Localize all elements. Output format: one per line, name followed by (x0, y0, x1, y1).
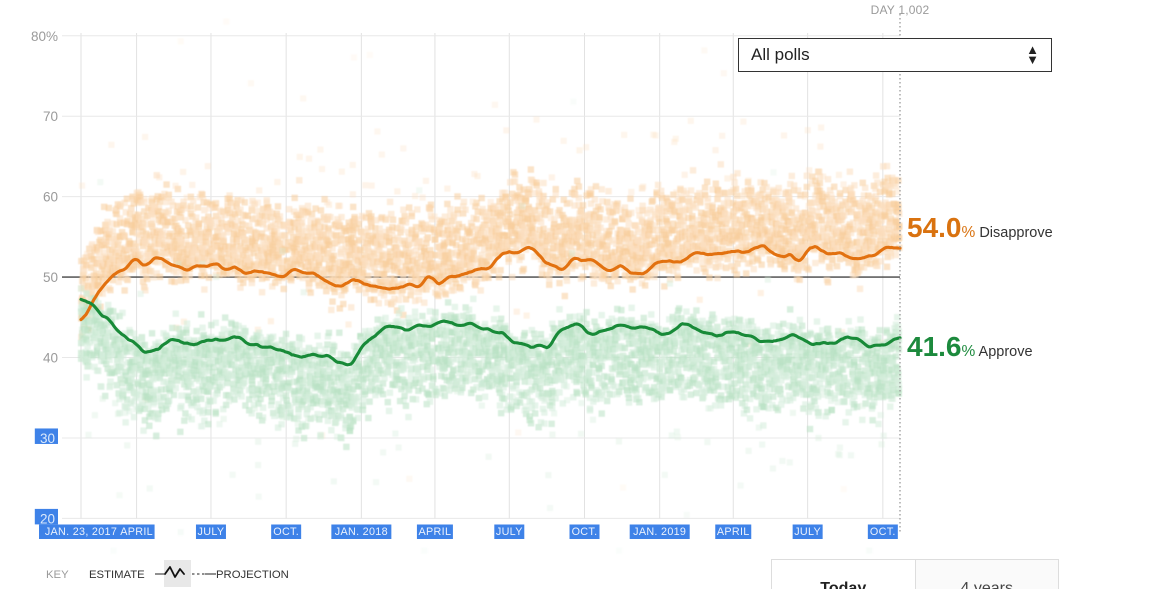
svg-text:40: 40 (43, 351, 58, 366)
svg-text:70: 70 (43, 109, 58, 124)
svg-text:60: 60 (43, 190, 58, 205)
svg-text:30: 30 (40, 431, 55, 446)
svg-text:20: 20 (40, 511, 55, 526)
svg-text:50: 50 (43, 270, 58, 285)
svg-text:80%: 80% (31, 29, 58, 44)
